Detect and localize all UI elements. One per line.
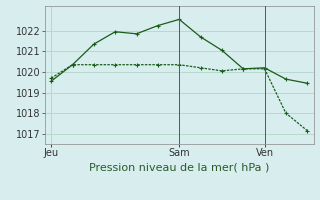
X-axis label: Pression niveau de la mer( hPa ): Pression niveau de la mer( hPa ) — [89, 162, 269, 172]
